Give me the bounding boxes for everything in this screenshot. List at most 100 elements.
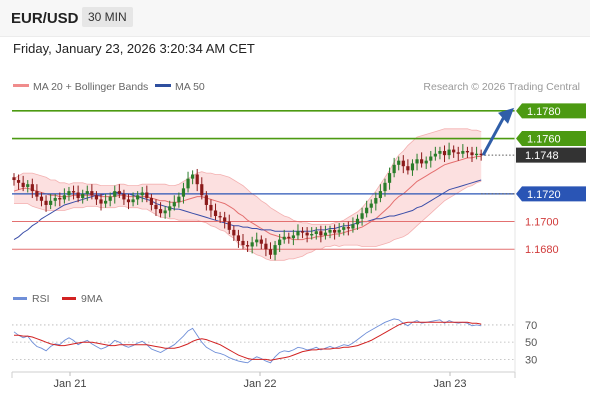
candle-body: [465, 150, 470, 153]
candle-body: [401, 160, 405, 167]
candle-body: [126, 199, 131, 203]
candle-body: [186, 178, 190, 189]
rsi-tick-label: 50: [525, 337, 537, 349]
timeframe-badge[interactable]: 30 MIN: [82, 7, 133, 27]
candle-body: [62, 195, 66, 200]
candle-body: [346, 227, 350, 229]
candle-body: [278, 239, 282, 246]
level-1-1700-label: 1.1700: [525, 217, 559, 229]
research-credit: Research © 2026 Trading Central: [423, 81, 580, 93]
candle-body: [108, 196, 112, 201]
candle-body: [117, 191, 121, 194]
candle-body: [452, 149, 456, 153]
candle-body: [145, 192, 149, 199]
rsi-ma-legend-swatch: [62, 297, 76, 300]
candle-body: [387, 173, 392, 183]
candle-body: [268, 249, 273, 255]
candle-body: [163, 210, 167, 214]
candle-body: [30, 184, 34, 192]
timestamp: Friday, January 23, 2026 3:20:34 AM CET: [13, 41, 255, 56]
x-tick-label: Jan 23: [433, 378, 466, 390]
candle-body: [291, 235, 295, 239]
ma50-legend-label: MA 50: [175, 81, 205, 93]
candle-body: [209, 204, 213, 211]
level-1-1680-label: 1.1680: [525, 244, 559, 256]
candle-body: [113, 191, 117, 197]
forecast-arrow: [481, 107, 514, 156]
candle-body: [223, 217, 227, 222]
candle-body: [420, 159, 424, 164]
level-1-1748-box: [516, 147, 586, 163]
candle-body: [53, 198, 57, 201]
legend: MA 20 + Bollinger Bands MA 50 Research ©…: [13, 81, 580, 93]
candle-body: [255, 239, 259, 243]
candle-body: [415, 159, 419, 164]
candle-body: [39, 196, 44, 201]
level-1-1720-box: [516, 186, 586, 202]
candle-body: [369, 203, 373, 208]
candle-body: [149, 198, 153, 205]
candle-body: [337, 229, 341, 233]
candle-body: [438, 150, 442, 154]
symbol-title: EUR/USD: [11, 10, 79, 27]
rsi-line: [13, 318, 482, 364]
ma50-legend-swatch: [155, 84, 171, 87]
candle-body: [122, 193, 126, 200]
candle-body: [213, 210, 218, 217]
candle-body: [360, 213, 364, 219]
candle-body: [94, 195, 99, 200]
rsi-tick-label: 70: [525, 320, 537, 332]
candle-body: [474, 153, 479, 156]
candle-body: [447, 149, 451, 156]
candlesticks: [12, 142, 483, 261]
candle-body: [26, 184, 30, 187]
rsi-ma-line: [14, 321, 482, 361]
rsi-tick-label: 30: [525, 354, 537, 366]
candle-body: [410, 163, 415, 171]
candle-body: [424, 160, 428, 164]
rsi-panel: 70 50 30: [12, 318, 537, 366]
candle-body: [287, 236, 291, 239]
chart-header: EUR/USD 30 MIN: [0, 0, 590, 37]
candle-body: [85, 191, 89, 194]
price-levels: [12, 110, 515, 250]
candle-body: [71, 191, 76, 193]
candle-body: [351, 224, 355, 229]
candle-body: [259, 239, 263, 244]
candle-body: [191, 174, 195, 179]
candle-body: [442, 150, 447, 156]
rsi-legend: RSI 9MA: [13, 293, 103, 305]
level-1-1780-label: 1.1780: [527, 106, 561, 118]
level-1-1760-box: [516, 131, 586, 147]
level-1-1760-label: 1.1760: [527, 134, 561, 146]
candle-body: [479, 153, 483, 156]
candle-body: [433, 153, 437, 157]
x-axis: Jan 21 Jan 22 Jan 23: [11, 90, 516, 390]
candle-body: [264, 243, 268, 250]
candle-body: [282, 236, 286, 240]
candle-body: [168, 206, 172, 211]
bollinger-legend-swatch: [13, 84, 29, 87]
forecast-arrow-head: [498, 107, 514, 124]
candle-body: [296, 231, 300, 236]
candle-body: [154, 204, 158, 210]
candle-body: [172, 202, 176, 207]
candle-body: [232, 229, 236, 236]
bollinger-band-fill: [14, 128, 482, 261]
candle-body: [195, 174, 199, 185]
candle-body: [181, 188, 186, 197]
candle-body: [328, 229, 332, 233]
candle-body: [374, 198, 378, 204]
candle-body: [323, 232, 328, 236]
candle-body: [177, 196, 181, 203]
candle-body: [90, 191, 94, 196]
candle-body: [58, 198, 62, 200]
level-1-1780-box: [516, 103, 586, 119]
rsi-ma-legend-label: 9MA: [81, 293, 103, 305]
candle-body: [355, 218, 360, 225]
candle-body: [310, 234, 314, 236]
x-tick-label: Jan 22: [243, 378, 276, 390]
candle-body: [131, 199, 135, 203]
price-level-labels: 1.1780 1.1760 1.1748 1.1720 1.1700 1.1680: [516, 103, 586, 256]
candle-body: [300, 231, 305, 233]
